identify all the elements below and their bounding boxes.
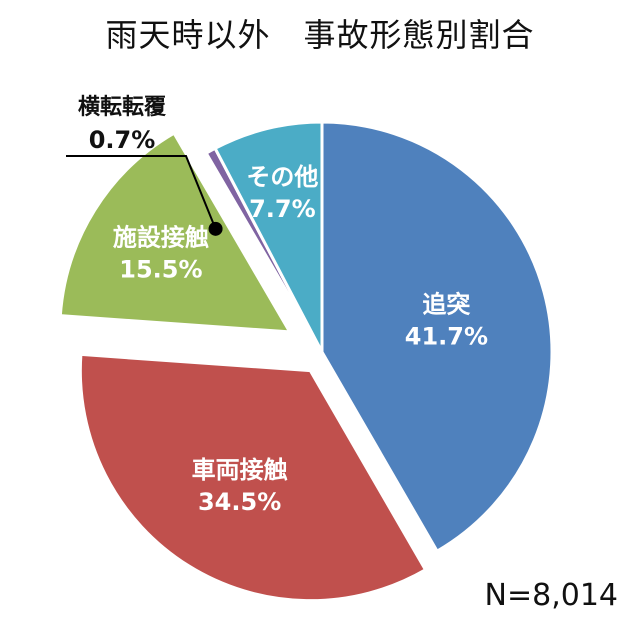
slice-label-5: その他 [246,163,318,191]
slice-value-4: 0.7% [89,126,156,154]
callout-leader-line [66,155,217,230]
slice-label-3: 施設接触 [113,224,209,252]
pie-slice-1 [320,120,554,554]
pie-slice-3 [58,131,293,334]
slice-value-3: 15.5% [119,256,202,284]
slice-label-1: 追突 [422,291,470,319]
pie-slice-2 [78,352,428,603]
slice-value-1: 41.7% [405,323,488,351]
pie-slice-5 [213,120,324,353]
slice-label-4: 横転転覆 [78,94,167,120]
slice-label-2: 車両接触 [192,456,288,484]
sample-size-label: N=8,014 [484,578,618,613]
slice-value-5: 7.7% [249,195,316,223]
slice-value-2: 34.5% [198,488,281,516]
chart-title: 雨天時以外 事故形態別割合 [105,16,535,54]
